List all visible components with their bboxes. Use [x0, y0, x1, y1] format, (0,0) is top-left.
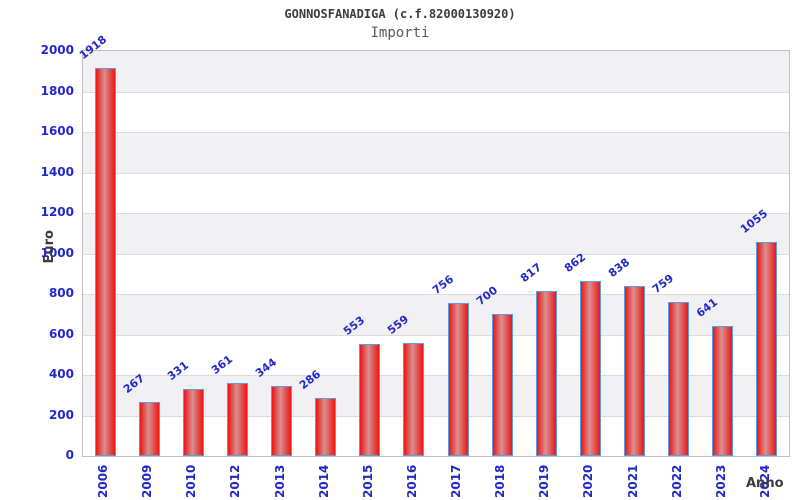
plot-area: 1918 267 331 361 344 286 553 559 756 700 817 862 838…: [77, 33, 790, 457]
gridline: [83, 294, 789, 295]
bar-2023: [712, 326, 734, 456]
gridline: [83, 213, 789, 214]
chart-subtitle: Importi: [370, 25, 430, 41]
x-tick-label: 2019: [537, 464, 552, 498]
bar-2022: [668, 302, 690, 456]
x-tick-label: 2012: [228, 464, 243, 498]
y-tick-label: 2000: [40, 43, 74, 57]
gridline: [83, 254, 789, 255]
y-tick-label: 1000: [40, 245, 74, 260]
bar-2018: [491, 314, 513, 456]
bar-2015: [359, 344, 381, 456]
x-tick-label: 2015: [360, 464, 375, 498]
plot-band: [83, 132, 789, 173]
y-tick-label: 1200: [40, 205, 74, 219]
y-tick-label: 800: [48, 286, 74, 300]
x-tick-label: 2020: [581, 464, 596, 498]
plot-band: [83, 51, 789, 92]
bar-2024: [756, 242, 778, 456]
y-axis-title: Euro: [42, 230, 57, 264]
gridline: [83, 173, 789, 174]
gridline: [83, 132, 789, 133]
bar-2010: [182, 388, 204, 456]
bar-2020: [579, 281, 601, 456]
x-tick-label: 2016: [404, 464, 419, 498]
y-tick-label: 0: [65, 448, 74, 462]
x-tick-label: 2014: [316, 464, 331, 498]
y-tick-label: 1600: [40, 124, 74, 138]
y-tick-label: 1800: [40, 83, 74, 98]
y-tick-label: 200: [48, 407, 74, 422]
plot-band: [83, 253, 789, 294]
bar-2019: [535, 290, 557, 456]
x-tick-label: 2009: [140, 464, 155, 498]
x-tick-label: 2023: [713, 464, 728, 498]
bar-2009: [138, 401, 160, 456]
x-tick-label: 2017: [449, 464, 464, 498]
y-tick-label: 1400: [40, 164, 74, 179]
plot-band: [83, 213, 789, 254]
x-axis-title: Anno: [746, 476, 784, 491]
gridline: [83, 92, 789, 93]
x-tick-label: 2006: [96, 464, 111, 498]
x-tick-label: 2018: [493, 464, 508, 498]
gridline: [83, 335, 789, 336]
x-tick-label: 2021: [625, 464, 640, 498]
chart-title: GONNOSFANADIGA (c.f.82000130920): [284, 7, 516, 21]
bar-2006: [94, 67, 116, 456]
bar-2014: [315, 398, 337, 456]
bar-2021: [624, 286, 646, 456]
y-tick-label: 600: [48, 326, 74, 341]
x-tick-label: 2013: [272, 464, 287, 498]
bar-2013: [271, 386, 293, 456]
x-tick-label: 2010: [184, 464, 199, 498]
x-tick-label: 2022: [669, 464, 684, 498]
gridline: [83, 375, 789, 376]
bar-2012: [226, 382, 248, 456]
gridline: [83, 416, 789, 417]
bar-2017: [447, 302, 469, 456]
plot-band: [83, 172, 789, 213]
y-tick-label: 400: [48, 367, 74, 381]
plot-band: [83, 91, 789, 132]
bar-2016: [403, 342, 425, 456]
